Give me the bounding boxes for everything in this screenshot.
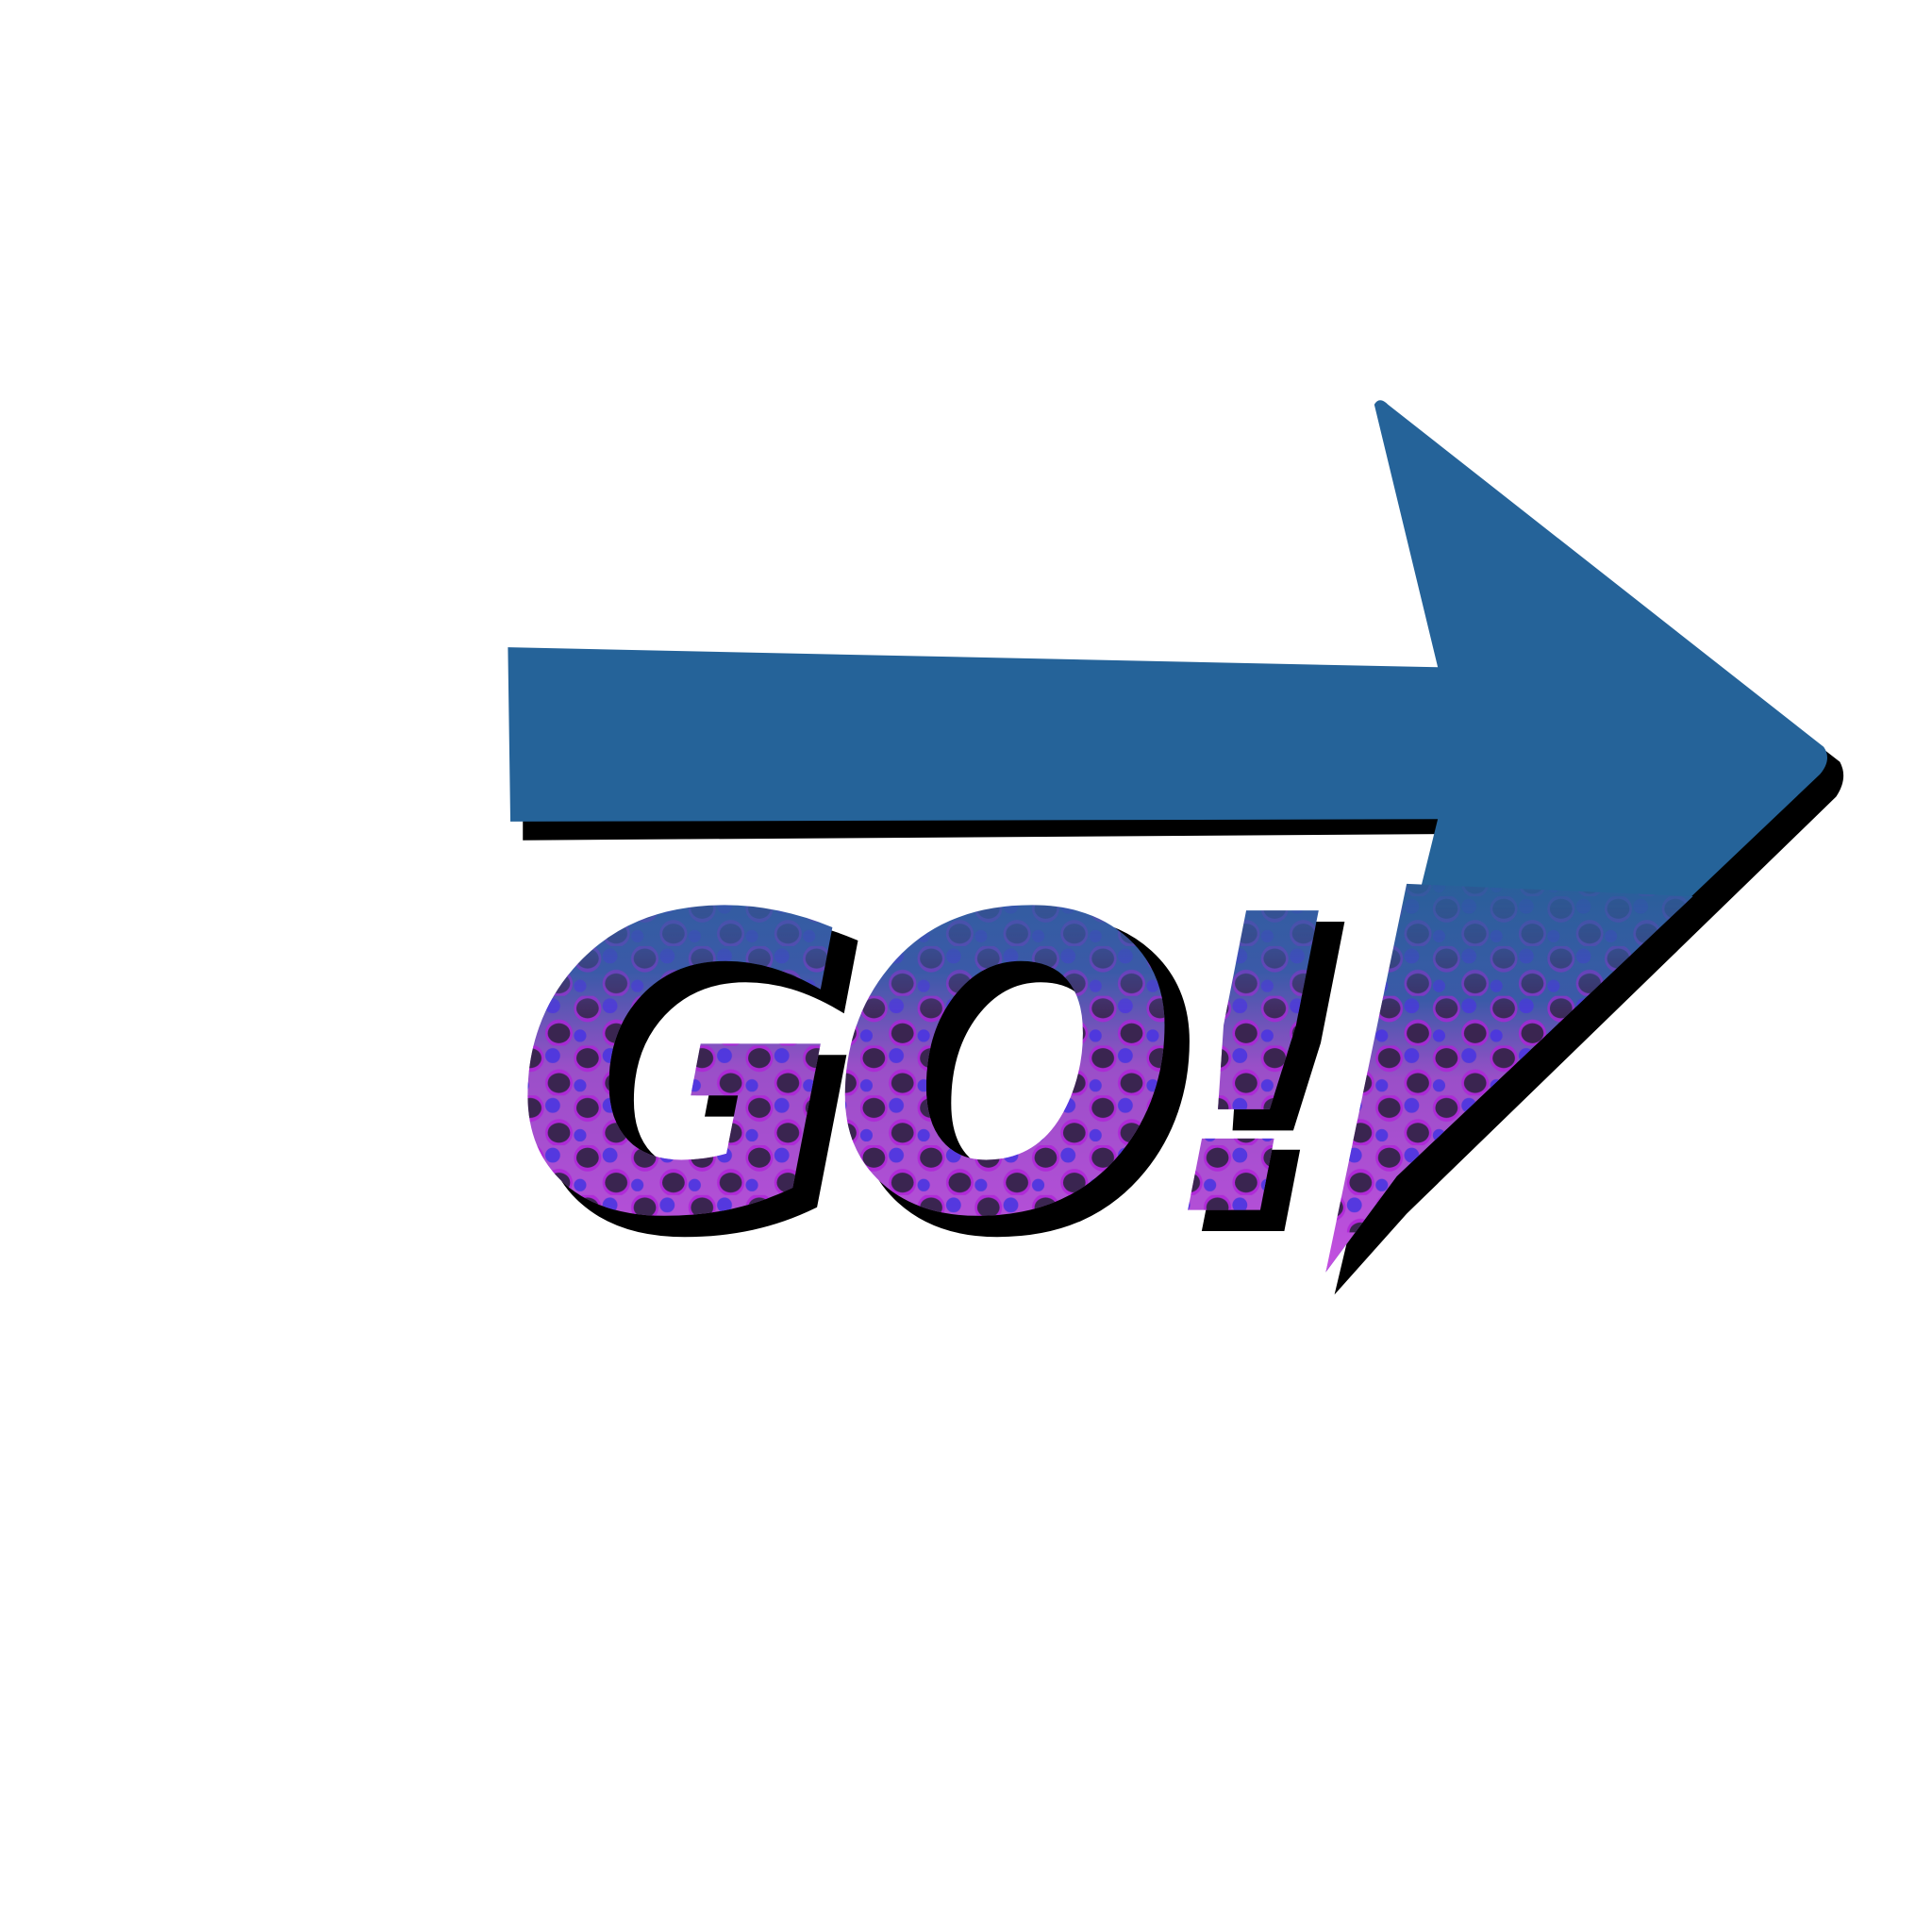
go-text: GO! — [513, 829, 1347, 1307]
text-shadow: GO! — [533, 845, 1367, 1324]
go-text-dots: GO! — [513, 829, 1347, 1307]
arrow-dots — [1325, 883, 1693, 1273]
